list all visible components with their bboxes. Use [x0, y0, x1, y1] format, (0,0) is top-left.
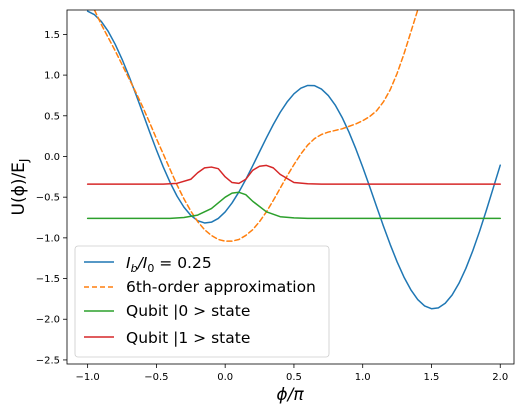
y-tick-label: 0.0 — [44, 152, 60, 163]
ticks-layer: −1.0 −0.5 0.0 0.5 1.0 1.5 2.0 1.5 1.0 0.5 0.0 −0.5 −… — [36, 30, 508, 383]
x-axis-label: ϕ/π — [276, 385, 304, 405]
legend-label-qubit-0: Qubit |0 > state — [126, 302, 250, 320]
plot-frame — [66, 9, 515, 365]
legend-label-qubit-1: Qubit |1 > state — [126, 329, 250, 347]
x-tick-label: 1.0 — [355, 372, 371, 383]
y-tick-label: 1.0 — [44, 71, 60, 82]
series-layer — [86, 10, 501, 310]
legend-label-6th-order: 6th-order approximation — [126, 278, 316, 296]
series-line-0 — [86, 10, 501, 310]
x-tick-label: 0.0 — [217, 372, 233, 383]
y-tick-label: −1.5 — [36, 274, 60, 285]
y-tick-label: −2.0 — [36, 315, 60, 326]
y-axis-label: U(ϕ)/EJ — [9, 159, 31, 216]
y-tick-label: 1.5 — [44, 30, 60, 41]
legend: Ib/I0 = 0.25 6th-order approximation Qub… — [74, 245, 330, 358]
x-tick-label: −1.0 — [75, 372, 99, 383]
legend-label-ib-ratio: Ib/I0 = 0.25 — [126, 254, 212, 275]
x-tick-label: 1.5 — [424, 372, 440, 383]
series-line-2 — [86, 191, 501, 220]
y-tick-label: 0.5 — [44, 111, 60, 122]
series-line-3 — [86, 164, 501, 185]
y-axis-label-main: U(ϕ)/E — [9, 162, 29, 215]
y-tick-label: −2.5 — [36, 355, 60, 366]
x-tick-label: 2.0 — [492, 372, 508, 383]
series-line-1 — [93, 10, 419, 242]
x-tick-label: −0.5 — [144, 372, 168, 383]
legend-frame — [74, 245, 330, 358]
y-axis-label-subscript: J — [17, 159, 31, 164]
x-tick-label: 0.5 — [286, 372, 302, 383]
y-tick-label: −1.0 — [36, 233, 60, 244]
y-tick-label: −0.5 — [36, 193, 60, 204]
